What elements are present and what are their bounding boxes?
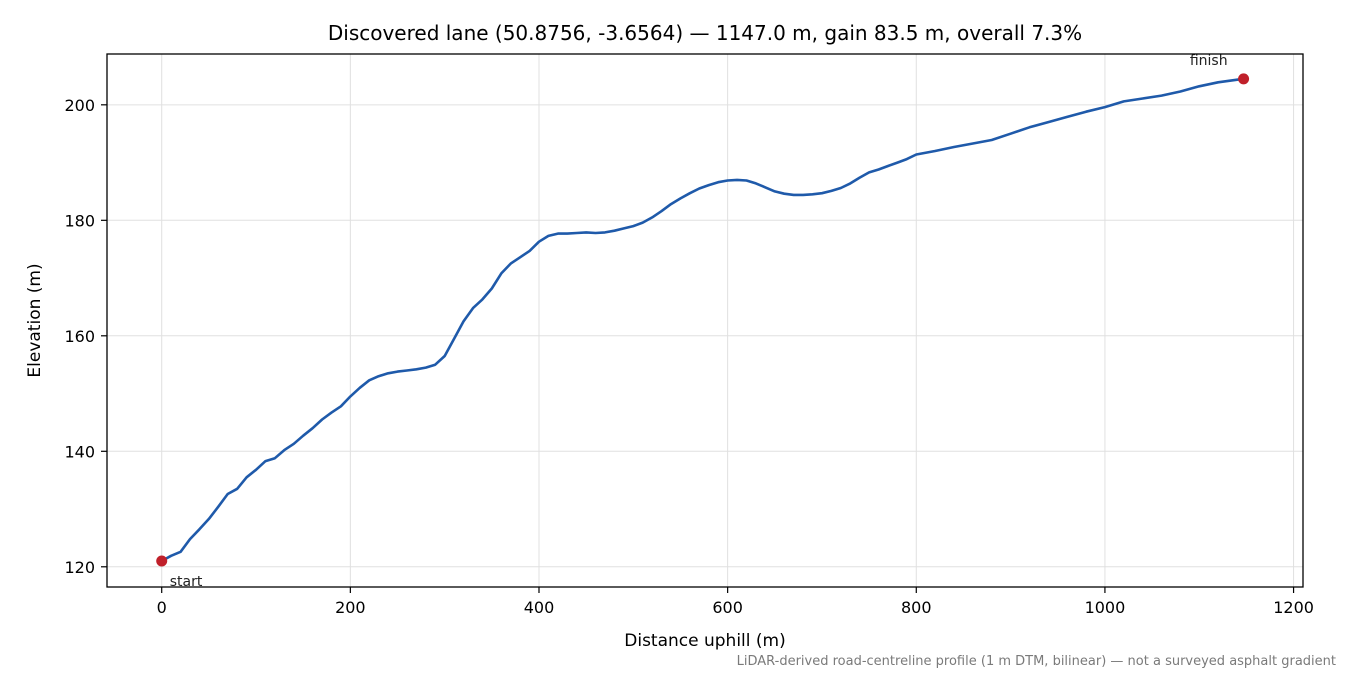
x-axis-label: Distance uphill (m) (624, 631, 785, 651)
y-tick-label: 160 (64, 327, 95, 346)
x-axis: 0 200 400 600 800 1000 1200 (157, 587, 1314, 617)
start-label: start (170, 574, 203, 590)
chart-title: Discovered lane (50.8756, -3.6564) — 114… (328, 21, 1082, 45)
x-tick-label: 800 (901, 598, 932, 617)
footnote: LiDAR-derived road-centreline profile (1… (737, 654, 1336, 669)
x-tick-label: 600 (712, 598, 743, 617)
y-tick-label: 120 (64, 558, 95, 577)
start-marker (156, 555, 168, 567)
finish-label: finish (1190, 53, 1228, 69)
series-layer (160, 77, 1245, 563)
y-axis-label: Elevation (m) (25, 263, 45, 377)
x-tick-label: 0 (157, 598, 167, 617)
y-axis: 120 140 160 180 200 (64, 96, 107, 577)
marker-layer: start finish (156, 53, 1250, 590)
elevation-line (160, 77, 1245, 563)
plot-frame (106, 53, 1304, 588)
finish-marker (1238, 73, 1250, 85)
x-tick-label: 200 (335, 598, 366, 617)
grid (107, 54, 1303, 587)
y-tick-label: 180 (64, 211, 95, 230)
x-tick-label: 1000 (1085, 598, 1126, 617)
y-tick-label: 200 (64, 96, 95, 115)
y-tick-label: 140 (64, 442, 95, 461)
x-tick-label: 1200 (1273, 598, 1314, 617)
x-tick-label: 400 (524, 598, 555, 617)
